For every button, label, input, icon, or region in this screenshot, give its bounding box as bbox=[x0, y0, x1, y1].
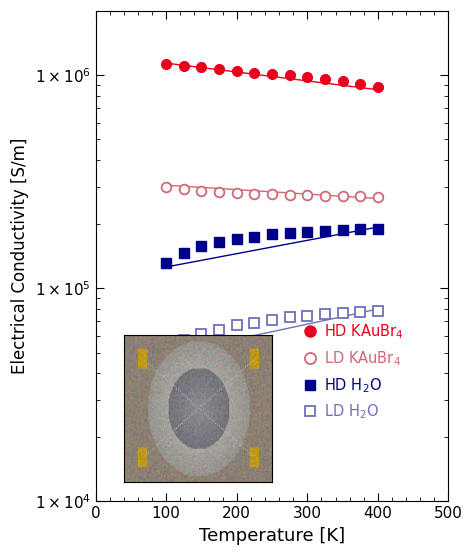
Legend: HD KAuBr$_4$, LD KAuBr$_4$, HD H$_2$O, LD H$_2$O: HD KAuBr$_4$, LD KAuBr$_4$, HD H$_2$O, L… bbox=[304, 322, 404, 421]
X-axis label: Temperature [K]: Temperature [K] bbox=[199, 527, 345, 545]
Y-axis label: Electrical Conductivity [S/m]: Electrical Conductivity [S/m] bbox=[11, 138, 29, 375]
